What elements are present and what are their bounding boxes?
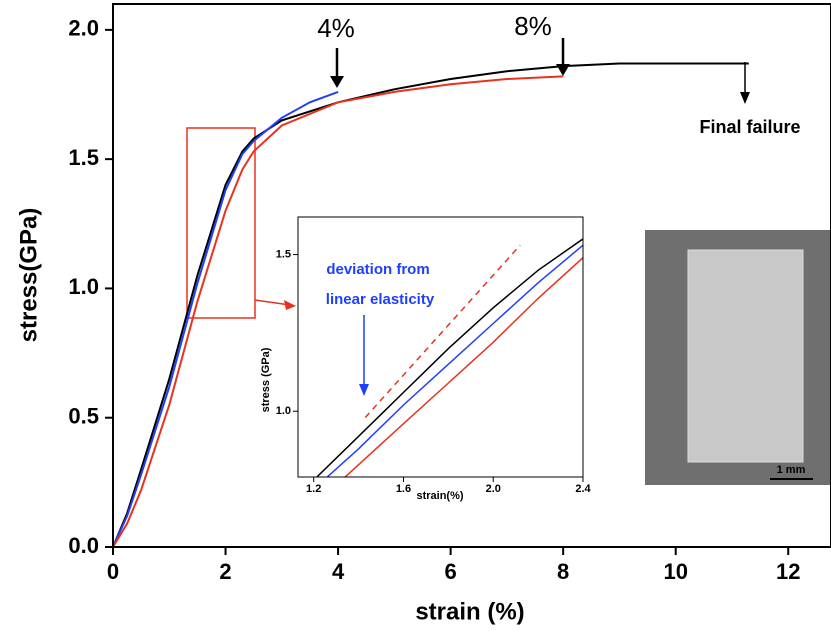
x-axis-label: strain(%)	[416, 490, 463, 502]
y-axis-label: stress (GPa)	[260, 347, 272, 412]
x-tick-label: 1.6	[396, 483, 411, 495]
x-tick-label: 8	[557, 559, 569, 584]
scale-label: 1 mm	[777, 464, 806, 476]
x-tick-label: 2.0	[486, 483, 501, 495]
series-line	[326, 244, 583, 477]
y-tick-label: 1.0	[276, 405, 291, 417]
series-line	[344, 257, 583, 477]
annotation: deviation from	[326, 261, 429, 278]
series-line	[112, 75, 564, 548]
axes-frame	[297, 216, 584, 478]
annotation-arrowhead	[330, 76, 344, 88]
x-tick-label: 2	[219, 559, 231, 584]
series-line	[112, 90, 339, 548]
zoom-box	[186, 127, 256, 319]
annotation: 8%	[514, 11, 552, 41]
inset-bg	[298, 217, 583, 477]
annotation-arrowhead	[556, 64, 570, 76]
y-tick-label: 1.5	[68, 145, 99, 170]
annotation: Final failure	[699, 117, 800, 137]
plot-0: 0 2 4 6 8 10 12 0.0 0.5 1.0 1.5 2.0 strain (%) stress…	[15, 3, 831, 625]
series-line	[364, 244, 521, 419]
x-tick-label: 1.2	[306, 483, 321, 495]
x-axis-label: strain (%)	[415, 598, 524, 625]
series-line	[112, 62, 749, 548]
x-tick-label: 4	[332, 559, 345, 584]
photo: 1 mm	[645, 230, 831, 485]
y-tick-label: 0.0	[68, 533, 99, 558]
zoom-arrow	[254, 299, 291, 306]
annotation-arrowhead	[359, 384, 369, 396]
annotation: 4%	[317, 13, 355, 43]
zoom-arrowhead	[284, 300, 296, 310]
y-tick-label: 0.5	[68, 404, 99, 429]
y-axis-label: stress(GPa)	[15, 208, 42, 343]
annotation-arrowhead	[740, 92, 750, 104]
series-line	[315, 238, 583, 477]
plot-1: 1.2 1.6 2.0 2.4 1.0 1.5 strain(%) stress (GPa)	[260, 216, 592, 502]
x-tick-label: 10	[663, 559, 687, 584]
y-tick-label: 2.0	[68, 16, 99, 41]
x-tick-label: 12	[776, 559, 800, 584]
axes-frame	[112, 3, 831, 548]
x-tick-label: 2.4	[575, 483, 591, 495]
x-tick-label: 6	[444, 559, 456, 584]
y-tick-label: 1.0	[68, 274, 99, 299]
y-tick-label: 1.5	[276, 248, 291, 260]
annotation: linear elasticity	[326, 291, 435, 308]
x-tick-label: 0	[107, 559, 119, 584]
